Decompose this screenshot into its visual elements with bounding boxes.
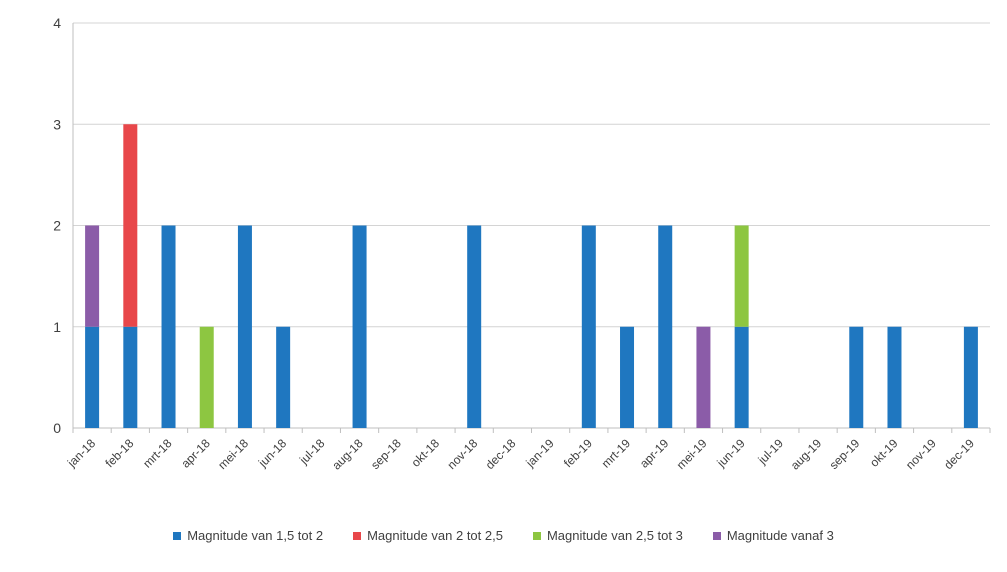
x-tick-label: jul-19 (755, 436, 787, 468)
legend-swatch (712, 531, 721, 540)
bar-segment (963, 326, 978, 428)
legend-item: Magnitude van 2 tot 2,5 (353, 528, 503, 543)
bar-segment (620, 326, 635, 428)
x-tick-label: dec-18 (483, 436, 519, 472)
bar-segment (734, 326, 749, 428)
x-tick-label: jul-18 (296, 436, 328, 468)
x-tick-label: feb-19 (561, 436, 595, 470)
x-tick-label: nov-18 (444, 436, 480, 472)
legend-label: Magnitude van 2,5 tot 3 (546, 528, 683, 543)
bar-segment (123, 326, 138, 428)
x-tick-label: aug-18 (329, 436, 366, 473)
y-tick-label: 3 (53, 116, 61, 132)
bar-segment (887, 326, 902, 428)
x-tick-label: apr-18 (178, 436, 213, 471)
x-tick-label: jan-19 (523, 436, 557, 470)
x-tick-label: mei-19 (674, 436, 710, 472)
bar-segment (467, 225, 482, 428)
y-tick-label: 2 (53, 218, 61, 234)
bar-segment (85, 225, 100, 327)
bar-segment (658, 225, 673, 428)
bar-segment (581, 225, 596, 428)
bar-segment (849, 326, 864, 428)
bar-segment (161, 225, 176, 428)
bar-segment (734, 225, 749, 327)
x-tick-label: okt-19 (867, 436, 901, 470)
y-tick-label: 4 (53, 15, 61, 31)
legend-label: Magnitude van 1,5 tot 2 (187, 528, 324, 543)
legend-item: Magnitude vanaf 3 (712, 528, 834, 543)
x-tick-label: jan-18 (64, 436, 98, 470)
legend-item: Magnitude van 1,5 tot 2 (173, 528, 323, 543)
legend-swatch (173, 531, 182, 540)
x-tick-label: mrt-19 (599, 436, 634, 471)
x-tick-label: apr-19 (637, 436, 672, 471)
x-tick-label: feb-18 (102, 436, 136, 470)
x-tick-label: okt-18 (409, 436, 443, 470)
bar-segment (696, 326, 711, 428)
y-tick-label: 1 (53, 319, 61, 335)
legend-swatch (532, 531, 541, 540)
bar-segment (199, 326, 214, 428)
x-tick-label: nov-19 (903, 436, 939, 472)
bar-segment (352, 225, 367, 428)
x-tick-label: sep-19 (827, 436, 863, 472)
bar-segment (85, 326, 100, 428)
bar-segment (123, 124, 138, 327)
legend: Magnitude van 1,5 tot 2 Magnitude van 2 t… (0, 528, 1007, 543)
x-tick-label: sep-18 (368, 436, 404, 472)
x-tick-label: aug-19 (788, 436, 825, 473)
legend-label: Magnitude van 2 tot 2,5 (367, 528, 503, 543)
bar-segment (276, 326, 291, 428)
x-tick-label: jun-18 (255, 436, 289, 470)
legend-swatch (353, 531, 362, 540)
x-tick-label: dec-19 (941, 436, 977, 472)
y-tick-label: 0 (53, 420, 61, 436)
x-tick-label: mrt-18 (140, 436, 175, 471)
bar-segment (237, 225, 252, 428)
legend-item: Magnitude van 2,5 tot 3 (532, 528, 683, 543)
x-tick-label: jun-19 (714, 436, 748, 470)
x-tick-label: mei-18 (215, 436, 251, 472)
legend-label: Magnitude vanaf 3 (726, 528, 834, 543)
